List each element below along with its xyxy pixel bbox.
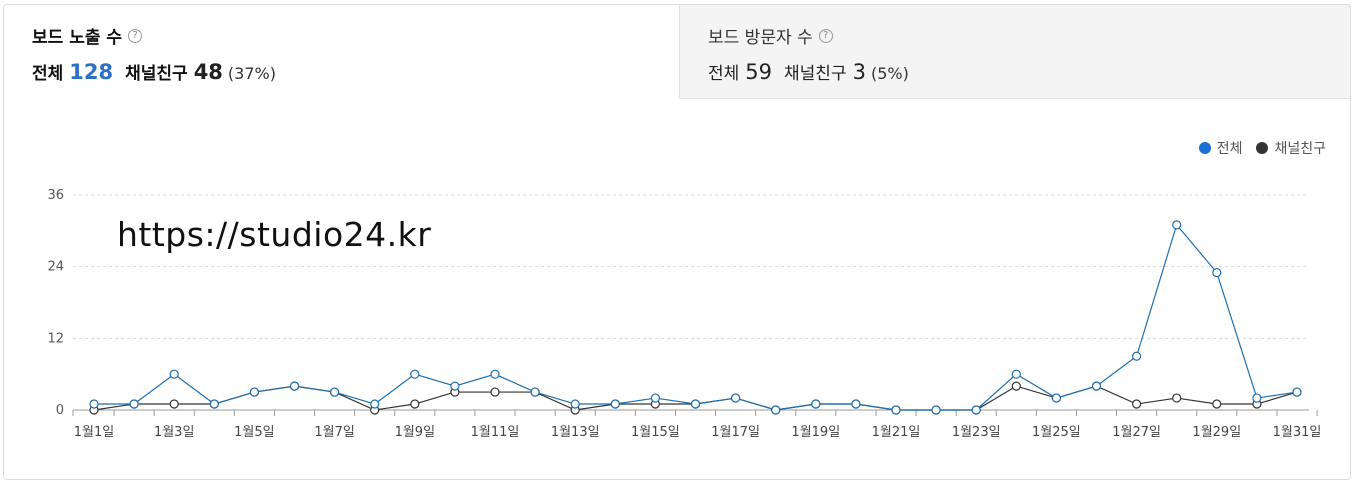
data-point-friend xyxy=(410,399,420,409)
friend-value: 48 xyxy=(193,60,223,84)
data-point-total xyxy=(1051,393,1062,403)
data-point-total xyxy=(1131,351,1142,361)
data-point-total xyxy=(129,399,139,409)
tab-board-visitors[interactable]: 보드 방문자 수 ? 전체 59 채널친구 3 (5%) xyxy=(679,5,1350,99)
data-point-total xyxy=(1172,220,1182,230)
legend-dot-friend xyxy=(1256,142,1269,154)
data-point-total xyxy=(289,381,300,391)
data-point-total xyxy=(450,381,460,391)
x-tick-label: 1월17일 xyxy=(711,425,760,440)
x-tick-label: 1월3일 xyxy=(154,425,194,440)
tab-board-impressions[interactable]: 보드 노출 수 ? 전체 128 채널친구 48 (37%) xyxy=(4,5,679,99)
chart-legend: 전체 채널친구 xyxy=(1185,138,1326,158)
y-tick-label: 12 xyxy=(47,331,64,346)
friend-percent: (5%) xyxy=(870,64,909,83)
data-point-total xyxy=(931,405,941,415)
total-label: 전체 xyxy=(708,64,740,84)
help-icon[interactable]: ? xyxy=(818,28,833,43)
x-tick-label: 1월27일 xyxy=(1112,425,1161,440)
x-tick-label: 1월21일 xyxy=(872,425,921,440)
y-tick-label: 36 xyxy=(47,188,64,203)
data-point-total xyxy=(169,369,179,379)
tab-title-text: 보드 방문자 수 xyxy=(708,28,813,48)
data-point-friend xyxy=(1011,381,1021,391)
tab-stats: 전체 59 채널친구 3 (5%) xyxy=(708,59,909,84)
data-point-total xyxy=(971,405,981,415)
x-tick-label: 1월5일 xyxy=(234,425,274,440)
tab-title: 보드 방문자 수 ? xyxy=(708,23,833,48)
legend-dot-total xyxy=(1198,142,1211,154)
legend-item-friend[interactable]: 채널친구 xyxy=(1256,138,1326,158)
x-tick-label: 1월1일 xyxy=(74,425,114,440)
legend-label-friend: 채널친구 xyxy=(1274,141,1326,157)
friend-label: 채널친구 xyxy=(784,64,847,84)
data-point-total xyxy=(771,405,781,415)
x-tick-label: 1월31일 xyxy=(1273,425,1322,440)
watermark-text: https://studio24.kr xyxy=(117,215,432,254)
data-point-total xyxy=(730,393,741,403)
data-point-friend xyxy=(1172,393,1182,403)
y-tick-label: 0 xyxy=(56,403,64,418)
x-tick-label: 1월25일 xyxy=(1032,425,1081,440)
friend-value: 3 xyxy=(852,60,866,84)
help-icon[interactable]: ? xyxy=(128,28,143,43)
x-tick-label: 1월7일 xyxy=(314,425,354,440)
data-point-total xyxy=(1212,268,1222,278)
tab-title-text: 보드 노출 수 xyxy=(32,28,123,48)
total-value: 128 xyxy=(69,60,114,84)
data-point-friend xyxy=(1131,399,1142,409)
board-stats-card: 보드 노출 수 ? 전체 128 채널친구 48 (37%) 보드 방문자 수 … xyxy=(3,4,1351,480)
data-point-total xyxy=(89,399,99,409)
x-tick-label: 1월19일 xyxy=(791,425,840,440)
x-tick-label: 1월29일 xyxy=(1192,425,1241,440)
data-point-total xyxy=(851,399,861,409)
x-tick-label: 1월11일 xyxy=(471,425,520,440)
data-point-total xyxy=(610,399,620,409)
data-point-total xyxy=(1292,387,1302,397)
data-point-total xyxy=(811,399,821,409)
data-point-total xyxy=(1252,393,1262,403)
data-point-total xyxy=(1091,381,1102,391)
y-tick-label: 24 xyxy=(47,260,64,275)
line-chart: 0 12 24 36 1월1일 1월3일 1월5일 1월7일 1월9일 1월11일 1월13일 1월1… xyxy=(47,188,1322,440)
data-point-total xyxy=(891,405,901,415)
friend-label: 채널친구 xyxy=(125,64,188,84)
data-point-total xyxy=(490,369,500,379)
data-point-total xyxy=(650,393,661,403)
data-point-friend xyxy=(1212,399,1222,409)
total-value: 59 xyxy=(745,60,773,84)
data-point-total xyxy=(410,369,420,379)
data-point-total xyxy=(690,399,701,409)
total-label: 전체 xyxy=(32,64,64,84)
tab-title: 보드 노출 수 ? xyxy=(32,23,143,48)
data-point-total xyxy=(209,399,219,409)
x-tick-label: 1월13일 xyxy=(551,425,600,440)
x-tick-label: 1월9일 xyxy=(395,425,435,440)
data-point-total xyxy=(249,387,259,397)
data-point-friend xyxy=(490,387,500,397)
data-point-total xyxy=(330,387,340,397)
friend-percent: (37%) xyxy=(227,64,276,83)
tab-stats: 전체 128 채널친구 48 (37%) xyxy=(32,59,276,84)
x-tick-label: 1월15일 xyxy=(631,425,680,440)
data-point-friend xyxy=(169,399,179,409)
legend-item-total[interactable]: 전체 xyxy=(1198,138,1243,158)
data-point-total xyxy=(570,399,580,409)
legend-label-total: 전체 xyxy=(1216,141,1243,157)
data-point-total xyxy=(370,399,380,409)
data-point-total xyxy=(1011,369,1021,379)
data-point-total xyxy=(530,387,540,397)
x-tick-label: 1월23일 xyxy=(952,425,1001,440)
